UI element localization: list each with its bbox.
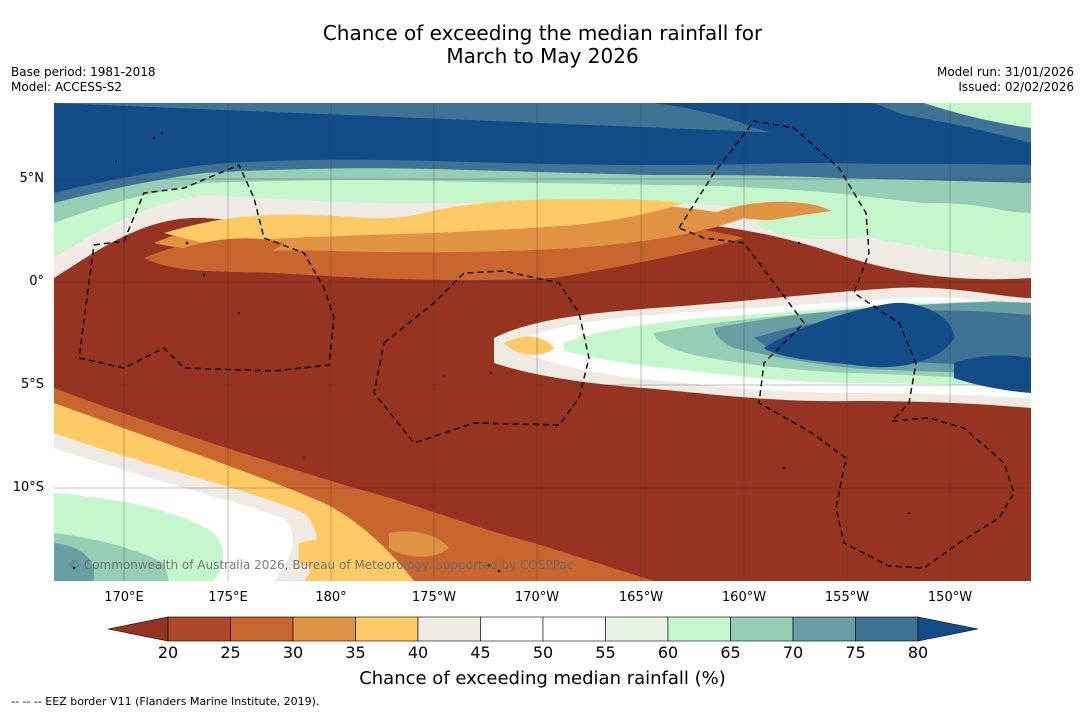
lon-label-175w: 175°W [411,590,457,605]
colorbar-title: Chance of exceeding median rainfall (%) [359,668,726,689]
colorbar-bin-40-45 [417,616,481,642]
colorbar-bin-30-35 [292,616,356,642]
title-line-1: Chance of exceeding the median rainfall … [322,21,763,45]
colorbar-tick-45: 45 [470,643,491,662]
south-band-deep-teal [54,543,94,581]
title-line-2: March to May 2026 [446,44,639,68]
eez-eastern [678,120,917,422]
north-orange-blob-center [184,238,284,258]
rainfall-map-svg [54,103,1031,581]
lon-label-180: 180° [315,590,347,605]
lon-label-155w: 155°W [824,590,870,605]
island-specks [72,132,910,573]
lon-label-170w: 170°W [514,590,560,605]
eez-central [373,270,590,444]
lon-label-150w: 150°W [927,590,973,605]
colorbar [108,616,978,642]
colorbar-tick-20: 20 [157,643,179,662]
colorbar-tick-25: 25 [220,643,241,662]
colorbar-bin-55-60 [605,616,669,642]
north-dry-tongue-yellow [164,199,684,243]
colorbar-tick-40: 40 [407,643,429,662]
colorbar-bin-50-55 [542,616,606,642]
colorbar-tick-80: 80 [907,643,929,662]
colorbar-tick-65: 65 [720,643,741,662]
model-run-text: Model run: 31/01/2026 [936,65,1074,79]
issued-text: Issued: 02/02/2026 [958,80,1074,94]
eez-borders [78,120,1015,569]
east-dry-patch [504,336,554,355]
rainfall-map [54,103,1031,581]
colorbar-bin-25-30 [230,616,294,642]
colorbar-bin-45-50 [480,616,544,642]
lat-label-10s: 10°S [12,480,44,495]
colorbar-bin-20-25 [167,616,231,642]
south-dry-patch [299,539,364,570]
copyright-notice: © Commonwealth of Australia 2026, Bureau… [68,558,574,572]
colorbar-bin-60-65 [667,616,731,642]
colorbar-extend-low [108,616,169,642]
colorbar-tick-50: 50 [532,643,554,662]
colorbar-extend-high [917,616,978,642]
lon-label-170e: 170°E [104,590,144,605]
lat-label-5n: 5°N [19,171,45,186]
colorbar-tick-70: 70 [782,643,804,662]
colorbar-bin-65-70 [730,616,794,642]
colorbar-bin-35-40 [355,616,419,642]
info-right: Model run: 31/01/2026 Issued: 02/02/2026 [937,65,1074,95]
gridlines [54,103,1031,581]
colorbar-bin-70-75 [792,616,856,642]
map-title: Chance of exceeding the median rainfall … [0,22,1085,68]
lat-label-5s: 5°S [20,377,44,392]
colorbar-bin-75-80 [855,616,919,642]
east-wet-core-right [954,355,1031,393]
lon-label-175e: 175°E [208,590,248,605]
upper-right-light [754,203,1031,240]
north-band-deep-blue [54,103,1031,193]
colorbar-tick-30: 30 [282,643,304,662]
north-corner-light [924,103,1031,128]
info-left: Base period: 1981-2018 Model: ACCESS-S2 [11,65,156,95]
east-wet-core [764,302,954,368]
colorbar-tick-55: 55 [595,643,616,662]
model-text: Model: ACCESS-S2 [11,80,123,94]
eez-western [78,164,335,372]
base-period-text: Base period: 1981-2018 [11,65,156,79]
eez-southeastern [678,227,1015,569]
colorbar-tick-60: 60 [657,643,679,662]
lat-label-0: 0° [29,274,44,289]
lon-label-160w: 160°W [721,590,767,605]
eez-footnote: -- -- -- EEZ border V11 (Flanders Marine… [11,695,320,708]
colorbar-tick-35: 35 [345,643,366,662]
colorbar-tick-75: 75 [845,643,866,662]
lon-label-165w: 165°W [618,590,664,605]
